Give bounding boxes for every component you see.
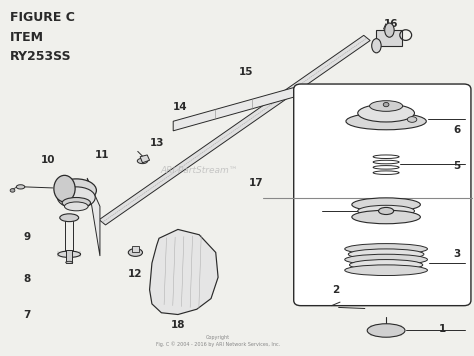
Ellipse shape: [379, 208, 394, 215]
Text: 18: 18: [171, 320, 185, 330]
Ellipse shape: [66, 261, 73, 263]
Ellipse shape: [358, 104, 414, 122]
Text: 3: 3: [453, 249, 460, 259]
Ellipse shape: [60, 214, 79, 222]
Ellipse shape: [128, 248, 143, 256]
Text: FIGURE C: FIGURE C: [10, 11, 75, 24]
Ellipse shape: [383, 103, 389, 107]
Ellipse shape: [345, 254, 428, 265]
Text: ARI PartStream™: ARI PartStream™: [160, 166, 238, 176]
Ellipse shape: [385, 23, 394, 37]
Text: 4: 4: [361, 201, 368, 211]
Ellipse shape: [16, 185, 25, 189]
Ellipse shape: [10, 189, 15, 192]
Text: ITEM: ITEM: [10, 31, 44, 44]
Text: 15: 15: [239, 67, 254, 77]
Ellipse shape: [352, 198, 420, 211]
Ellipse shape: [64, 202, 88, 211]
Ellipse shape: [348, 249, 424, 260]
Ellipse shape: [372, 39, 381, 53]
Polygon shape: [150, 229, 218, 314]
Text: 2: 2: [333, 285, 340, 295]
Text: 13: 13: [149, 137, 164, 147]
Text: 17: 17: [248, 178, 263, 188]
Text: 5: 5: [453, 161, 460, 171]
Bar: [66, 250, 72, 263]
Text: 14: 14: [173, 102, 188, 112]
Bar: [132, 246, 139, 252]
Text: Copyright
Fig. C © 2004 - 2016 by ARI Network Services, Inc.: Copyright Fig. C © 2004 - 2016 by ARI Ne…: [156, 335, 280, 347]
Ellipse shape: [54, 176, 75, 202]
Ellipse shape: [352, 210, 420, 224]
Text: 11: 11: [95, 150, 109, 160]
Ellipse shape: [345, 265, 428, 276]
Text: 16: 16: [383, 19, 398, 29]
Ellipse shape: [137, 158, 148, 164]
Text: 10: 10: [41, 155, 55, 165]
Polygon shape: [173, 88, 294, 131]
Text: RY253SS: RY253SS: [10, 50, 72, 63]
Bar: [376, 30, 402, 46]
Polygon shape: [140, 155, 150, 163]
Text: 8: 8: [23, 274, 30, 284]
Ellipse shape: [407, 117, 417, 122]
Ellipse shape: [358, 205, 414, 217]
Ellipse shape: [57, 187, 95, 208]
Ellipse shape: [345, 244, 428, 254]
FancyBboxPatch shape: [294, 84, 471, 306]
Text: 12: 12: [128, 269, 143, 279]
Ellipse shape: [349, 260, 423, 270]
Ellipse shape: [58, 251, 81, 257]
Polygon shape: [87, 178, 100, 256]
Ellipse shape: [346, 113, 426, 130]
Polygon shape: [99, 35, 370, 225]
Text: 7: 7: [23, 309, 30, 320]
Ellipse shape: [367, 324, 405, 337]
Text: 1: 1: [439, 324, 446, 334]
Ellipse shape: [370, 101, 402, 111]
Ellipse shape: [56, 179, 96, 202]
Text: 6: 6: [453, 125, 460, 135]
Text: 9: 9: [23, 231, 30, 241]
Ellipse shape: [62, 198, 91, 208]
